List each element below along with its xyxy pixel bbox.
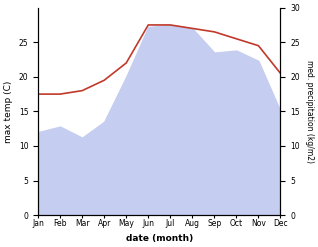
- X-axis label: date (month): date (month): [126, 234, 193, 243]
- Y-axis label: med. precipitation (kg/m2): med. precipitation (kg/m2): [305, 60, 314, 163]
- Y-axis label: max temp (C): max temp (C): [4, 80, 13, 143]
